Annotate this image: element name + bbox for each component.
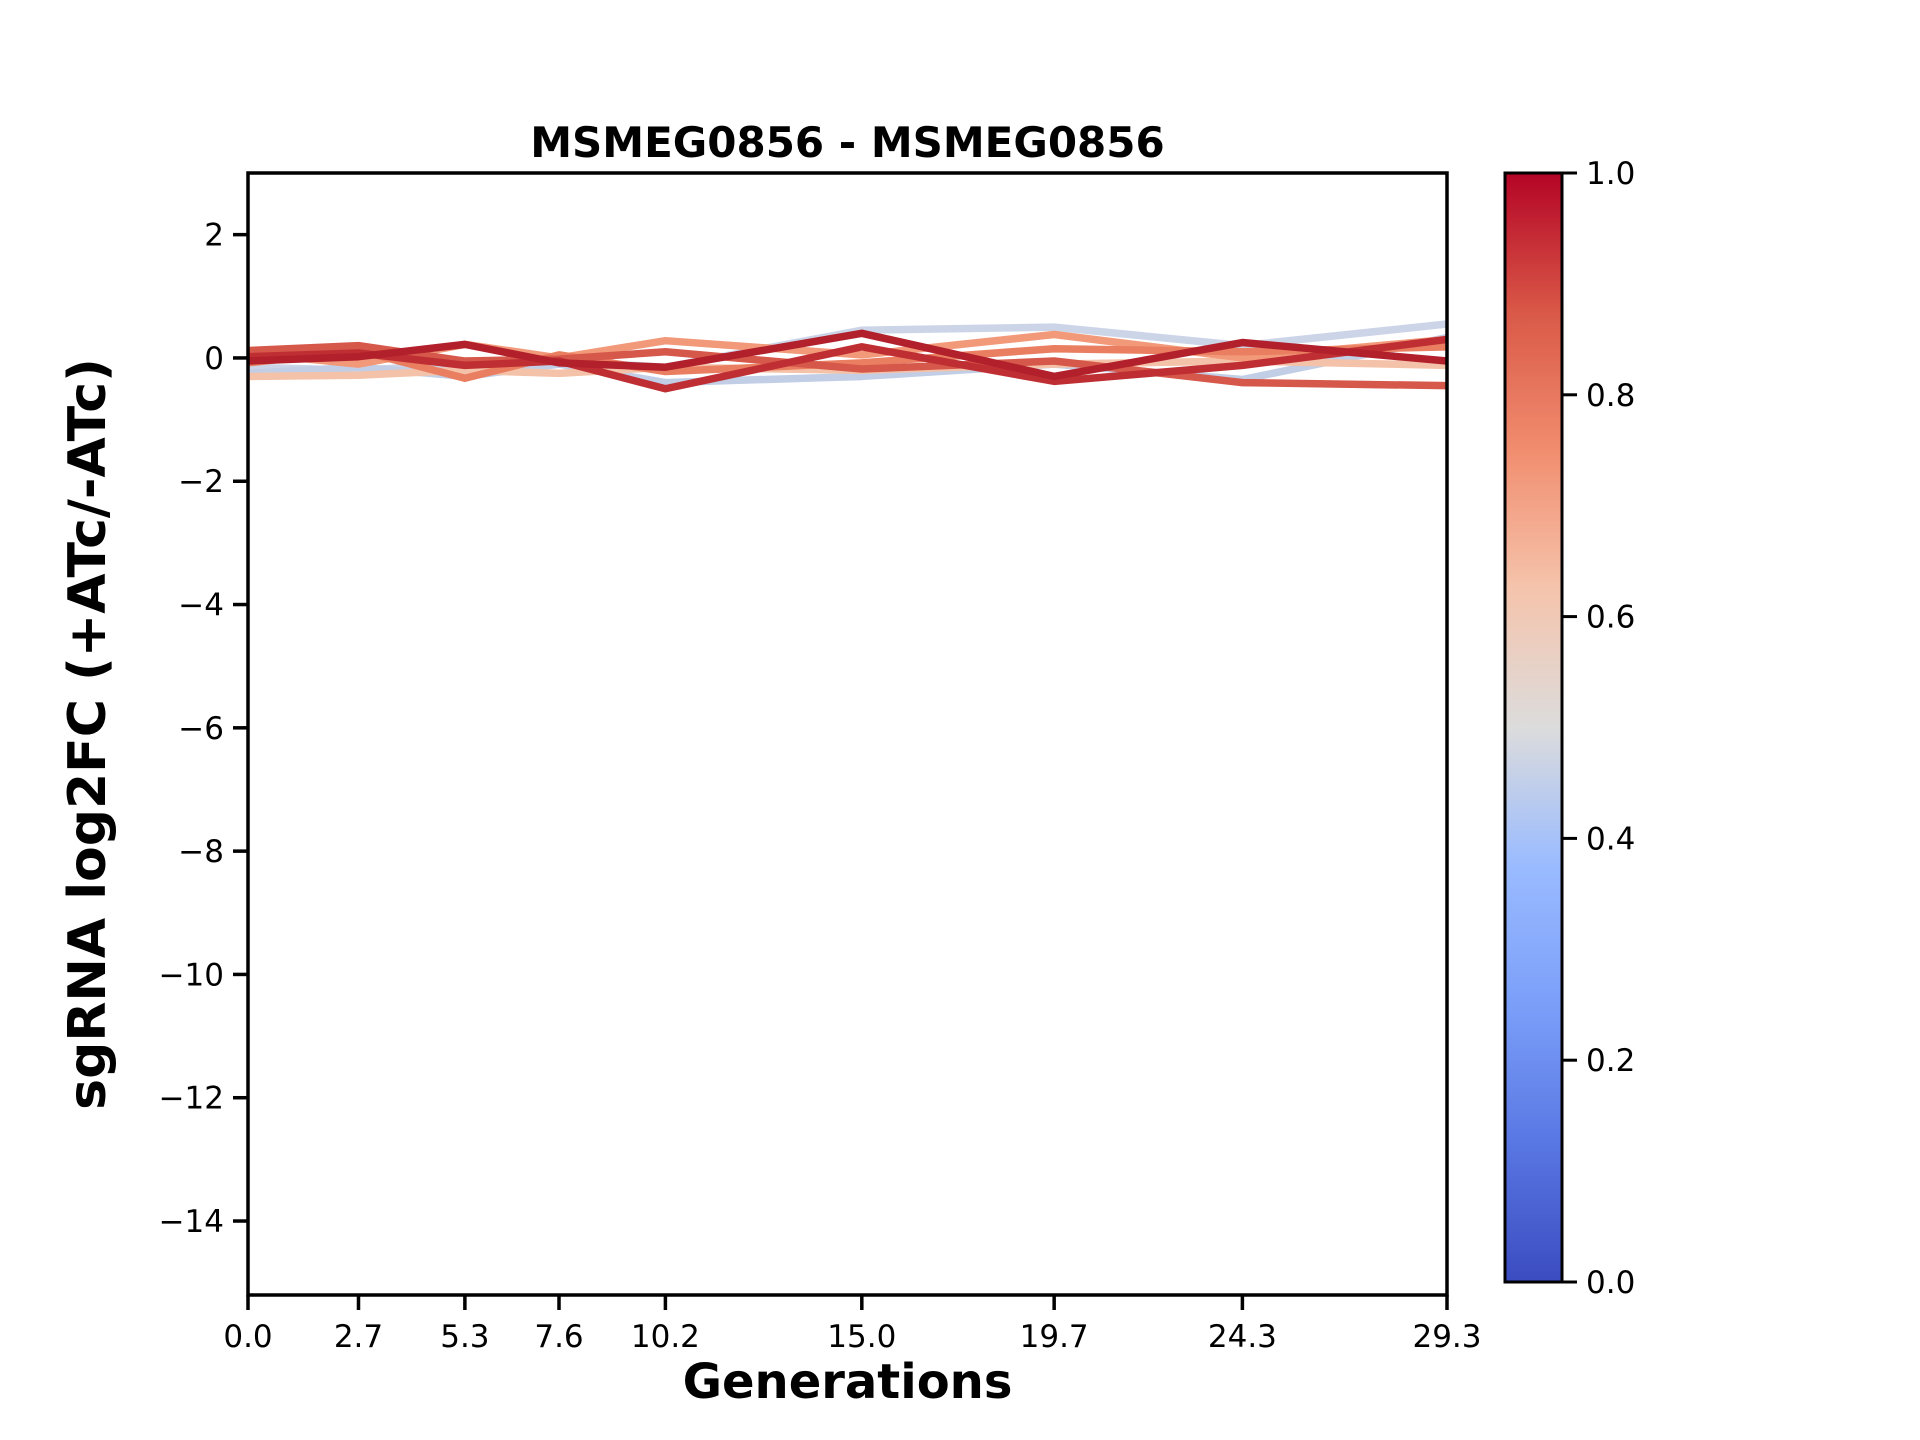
colorbar-tick-label: 1.0 xyxy=(1586,156,1635,192)
x-tick-label: 10.2 xyxy=(631,1319,700,1355)
y-tick-label: 0 xyxy=(204,341,224,377)
axes-box xyxy=(246,171,1449,1297)
x-tick-label: 0.0 xyxy=(223,1319,272,1355)
colorbar-gradient xyxy=(1505,173,1562,1282)
y-tick-label: −6 xyxy=(178,711,224,747)
x-tick-label: 15.0 xyxy=(827,1319,896,1355)
y-tick-label: −8 xyxy=(178,834,224,870)
colorbar-tick-label: 0.0 xyxy=(1586,1265,1635,1301)
x-tick-label: 7.6 xyxy=(534,1319,583,1355)
colorbar-tick-label: 0.6 xyxy=(1586,600,1635,636)
series-line-sgRNA-7 xyxy=(247,335,1448,393)
y-tick-label: −10 xyxy=(159,957,224,993)
x-tick-label: 5.3 xyxy=(440,1319,489,1355)
y-tick-label: −2 xyxy=(178,464,224,500)
colorbar-tick-label: 0.4 xyxy=(1586,821,1635,857)
colorbar-tick-label: 0.2 xyxy=(1586,1043,1635,1079)
x-tick-label: 19.7 xyxy=(1020,1319,1089,1355)
y-tick-label: −4 xyxy=(178,588,224,624)
x-tick-label: 2.7 xyxy=(334,1319,383,1355)
y-tick-label: 2 xyxy=(204,218,224,254)
x-tick-label: 24.3 xyxy=(1208,1319,1277,1355)
colorbar-tick-label: 0.8 xyxy=(1586,378,1635,414)
chart-title: MSMEG0856 - MSMEG0856 xyxy=(530,118,1165,167)
series-line-sgRNA-8 xyxy=(247,329,1448,381)
colorbar-outline xyxy=(1503,171,1564,1284)
y-tick-label: −12 xyxy=(159,1081,224,1117)
x-tick-label: 29.3 xyxy=(1412,1319,1481,1355)
y-tick-label: −14 xyxy=(159,1204,224,1240)
x-axis-label: Generations xyxy=(682,1354,1013,1410)
